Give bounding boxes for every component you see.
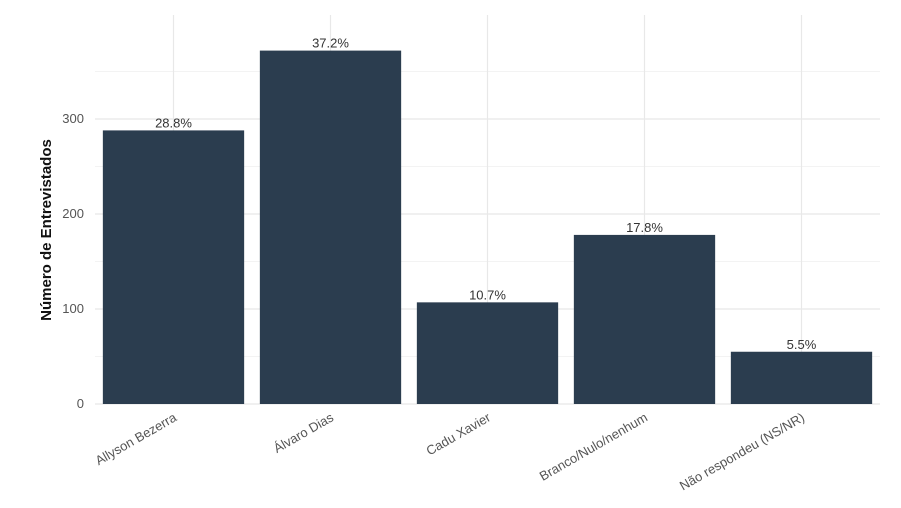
bar-data-label: 28.8% <box>155 115 192 130</box>
x-tick-label: Álvaro Dias <box>271 409 336 455</box>
bar <box>416 302 559 404</box>
bar-data-labels: 28.8% 37.2% 10.7% 17.8% 5.5% <box>155 36 817 352</box>
bar-data-label: 5.5% <box>787 337 817 352</box>
y-tick-label: 300 <box>62 111 84 126</box>
bar <box>573 234 716 404</box>
y-tick-labels: 0 100 200 300 <box>62 111 84 411</box>
x-tick-label: Allyson Bezerra <box>93 409 180 468</box>
x-tick-label: Cadu Xavier <box>424 409 494 458</box>
x-tick-labels: Allyson Bezerra Álvaro Dias Cadu Xavier Bra… <box>93 409 807 493</box>
bar <box>259 50 402 404</box>
y-tick-label: 100 <box>62 301 84 316</box>
x-tick-label: Não respondeu (NS/NR) <box>677 410 807 494</box>
bar-data-label: 10.7% <box>469 287 506 302</box>
y-axis-label: Número de Entrevistados <box>38 139 55 321</box>
y-tick-label: 200 <box>62 206 84 221</box>
y-tick-label: 0 <box>77 396 84 411</box>
bar <box>102 130 245 404</box>
bar-data-label: 17.8% <box>626 220 663 235</box>
x-tick-label: Branco/Nulo/nenhum <box>537 410 650 484</box>
bar <box>730 351 873 404</box>
bar-data-label: 37.2% <box>312 36 349 51</box>
bars <box>102 50 873 404</box>
